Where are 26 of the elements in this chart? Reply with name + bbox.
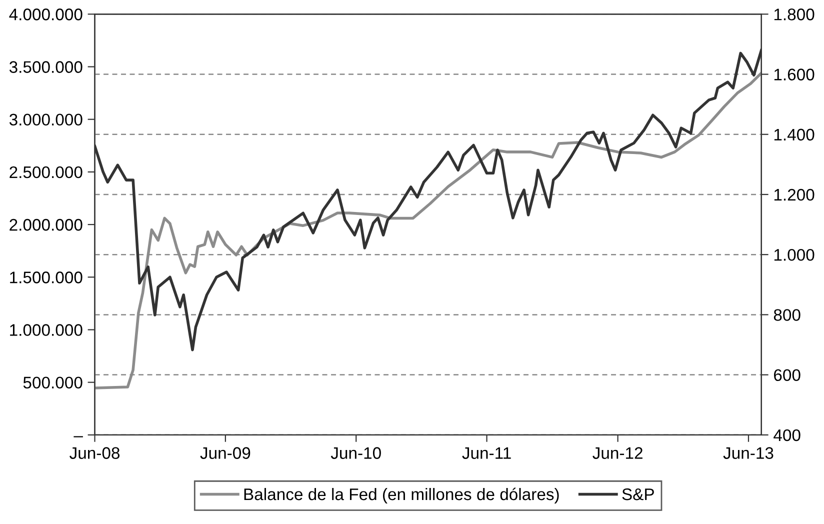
legend-label: S&P [622,488,654,500]
y2-tick-label: 400 [774,429,800,442]
y-tick-label: 4.000.000 [9,8,82,20]
y-tick-label: 3.000.000 [9,114,82,126]
line-series [94,72,762,390]
y2-tick-label: 600 [774,369,800,382]
y-tick-label: 500.000 [23,376,82,389]
x-tick-label: Jun-12 [592,447,642,459]
legend-label: Balance de la Fed (en millones de dólares) [244,488,559,504]
x-tick-label: Jun-11 [462,447,511,459]
y2-tick-label: 1.600 [774,68,814,80]
x-tick-label: Jun-10 [330,447,381,459]
x-tick-label: Jun-09 [200,447,250,459]
y-tick-label: 2.500.000 [10,166,82,178]
y2-tick-label: 1.000 [774,248,814,261]
y-tick-label: – [74,436,83,438]
y2-tick-label: 1.200 [774,188,814,201]
y2-tick-label: 800 [774,309,800,321]
y-tick-label: 3.500.000 [9,61,82,73]
x-tick-label: Jun-13 [723,447,774,459]
y-tick-label: 1.500.000 [10,272,82,284]
y2-tick-label: 1.400 [774,128,814,141]
y-tick-label: 1.000.000 [10,324,82,336]
x-tick-label: Jun-08 [70,447,120,459]
y-tick-label: 2.000.000 [10,218,82,231]
y2-tick-label: 1.800 [774,8,814,20]
